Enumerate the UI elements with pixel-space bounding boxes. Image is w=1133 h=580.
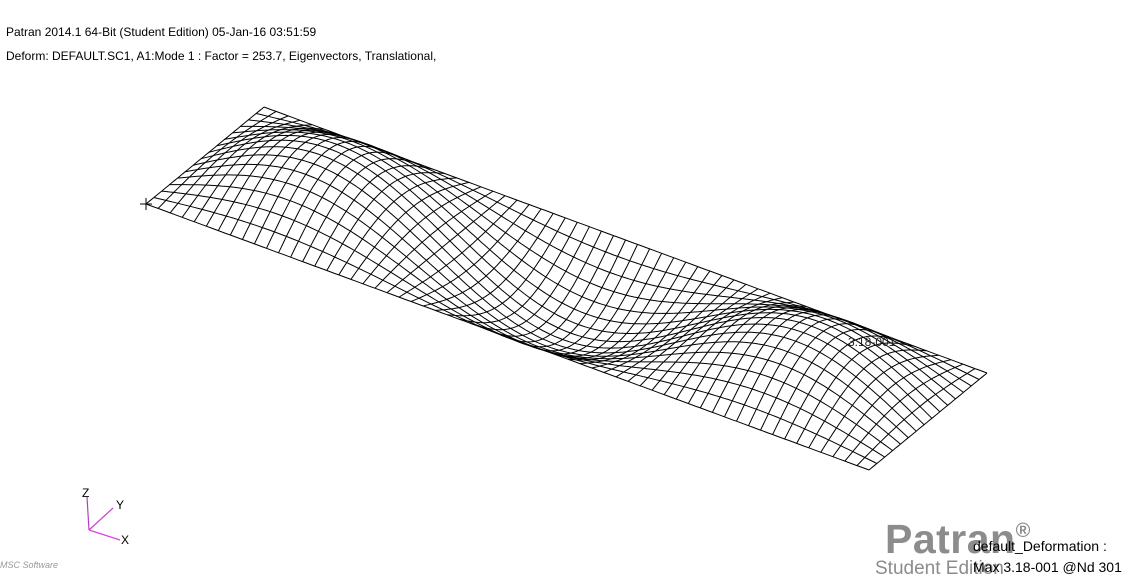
mesh-line xyxy=(615,279,735,378)
x-axis-label: X xyxy=(121,533,130,547)
mesh-line xyxy=(459,222,578,324)
mesh-line xyxy=(362,186,482,285)
z-axis-label: Z xyxy=(82,486,90,500)
mesh-line xyxy=(627,283,747,382)
mesh-line xyxy=(868,372,988,471)
mesh-line xyxy=(687,305,807,404)
z-axis-line xyxy=(86,496,90,531)
mesh-line xyxy=(784,335,903,440)
mesh-line xyxy=(447,217,566,317)
mesh-line xyxy=(519,244,638,352)
mesh-line xyxy=(314,165,433,267)
mesh-line xyxy=(471,226,590,331)
mesh-line xyxy=(224,131,949,406)
student-edition-label: Student Edition xyxy=(875,558,1004,579)
vendor-logo: MSC Software xyxy=(0,560,59,570)
mesh-line xyxy=(398,199,518,298)
mesh-line xyxy=(255,113,980,380)
mesh-line xyxy=(651,292,771,391)
mesh-line xyxy=(263,106,988,374)
mesh-line xyxy=(796,342,915,444)
mesh-line xyxy=(205,127,325,227)
legend-title: default_Deformation : xyxy=(973,538,1107,554)
mesh-line xyxy=(832,359,952,457)
logo-reg-mark: ® xyxy=(1015,520,1031,542)
mesh-line xyxy=(856,368,976,466)
mesh-line xyxy=(216,134,941,413)
logo-name: Patran xyxy=(885,516,1016,562)
mesh-line xyxy=(386,195,506,294)
mesh-line xyxy=(374,190,494,289)
deformation-info: Deform: DEFAULT.SC1, A1:Mode 1 : Factor … xyxy=(6,49,437,63)
mesh-line xyxy=(193,154,917,432)
origin-marker xyxy=(140,198,152,210)
mesh-line xyxy=(567,261,687,361)
mesh-line xyxy=(193,124,313,222)
mesh-line xyxy=(675,301,795,400)
mesh-line xyxy=(423,208,542,307)
mesh-line xyxy=(591,270,711,369)
mesh-line xyxy=(663,297,783,395)
mesh-line xyxy=(639,288,759,387)
deformed-mesh xyxy=(145,106,988,471)
viewport-title: Patran 2014.1 64-Bit (Student Edition) 0… xyxy=(6,25,317,39)
mesh-line xyxy=(435,213,554,311)
y-axis-line xyxy=(88,507,114,531)
mesh-line xyxy=(181,119,301,218)
mesh-line xyxy=(169,184,893,452)
axis-triad xyxy=(86,496,121,541)
mesh-line xyxy=(338,177,457,276)
mesh-line xyxy=(145,106,265,205)
mesh-line xyxy=(169,115,289,214)
mesh-line xyxy=(820,354,939,453)
mesh-line xyxy=(161,190,885,458)
mesh-line xyxy=(603,275,723,373)
mesh-line xyxy=(253,136,373,245)
mesh-line xyxy=(844,363,964,462)
mesh-line xyxy=(208,139,933,419)
mesh-line xyxy=(808,349,927,449)
legend-max: Max 3.18-001 @Nd 301 xyxy=(973,559,1122,575)
mesh-line xyxy=(736,314,855,422)
max-value-marker: 3.18-001 xyxy=(848,335,896,349)
mesh-line xyxy=(177,174,901,445)
mesh-line xyxy=(302,158,421,262)
patran-logo: Patran® xyxy=(885,516,1031,563)
mesh-line xyxy=(772,329,891,435)
mesh-line xyxy=(200,146,925,426)
mesh-line xyxy=(579,266,699,365)
x-axis-line xyxy=(88,529,121,541)
mesh-line xyxy=(290,151,409,258)
mesh-line xyxy=(157,110,277,209)
y-axis-label: Y xyxy=(116,498,125,512)
mesh-line xyxy=(185,163,909,439)
mesh-line xyxy=(483,230,602,337)
mesh-line xyxy=(350,181,470,280)
mesh-line xyxy=(153,197,878,464)
mesh-line xyxy=(326,172,445,271)
mesh-line xyxy=(410,204,530,302)
mesh-line xyxy=(232,129,956,400)
